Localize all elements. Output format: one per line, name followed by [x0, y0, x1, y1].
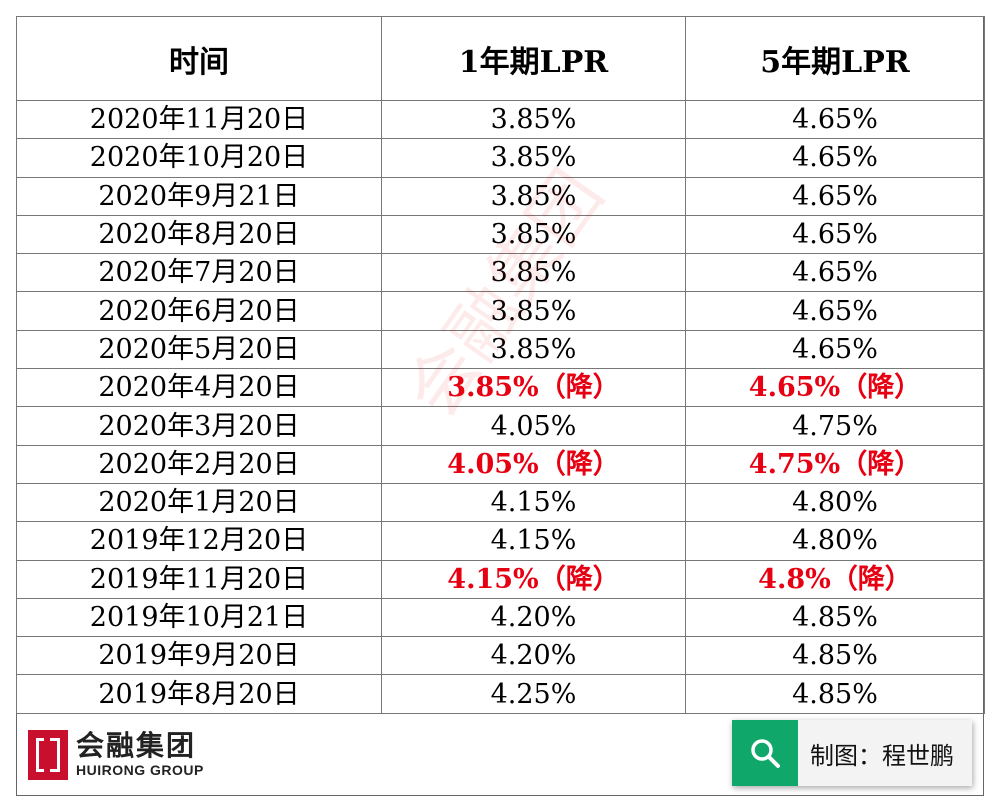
table-row: 2020年7月20日 3.85% 4.65% [16, 253, 985, 293]
cell-lpr-1y: 4.15%（降） [381, 559, 686, 599]
cell-lpr-5y: 4.65% [685, 253, 985, 293]
cell-lpr-5y: 4.80% [685, 521, 985, 561]
table-row: 2020年2月20日 4.05%（降） 4.75%（降） [16, 444, 985, 484]
cell-lpr-1y: 3.85% [381, 138, 686, 178]
cell-date: 2020年8月20日 [16, 214, 382, 255]
cell-date: 2020年9月21日 [16, 176, 382, 216]
search-icon [732, 720, 798, 786]
cell-date: 2020年5月20日 [16, 329, 382, 370]
table-row: 2019年9月20日 4.20% 4.85% [16, 636, 985, 676]
header-date: 时间 [16, 16, 382, 101]
table-row: 2020年5月20日 3.85% 4.65% [16, 329, 985, 370]
header-lpr-5y: 5年期LPR [685, 16, 985, 101]
cell-lpr-1y: 4.25% [381, 674, 686, 714]
table-row: 2019年11月20日 4.15%（降） 4.8%（降） [16, 559, 985, 599]
logo-name-en: HUIRONG GROUP [76, 762, 204, 778]
cell-lpr-1y: 3.85% [381, 329, 686, 370]
header-lpr-1y: 1年期LPR [381, 16, 686, 101]
cell-date: 2019年9月20日 [16, 636, 382, 676]
cell-lpr-1y: 3.85%（降） [381, 368, 686, 408]
cell-lpr-1y: 4.20% [381, 597, 686, 638]
cell-lpr-1y: 3.85% [381, 214, 686, 255]
cell-lpr-5y: 4.65% [685, 291, 985, 331]
credit-badge: 制图：程世鹏 [732, 720, 972, 786]
cell-lpr-5y: 4.80% [685, 482, 985, 523]
cell-date: 2020年10月20日 [16, 138, 382, 178]
credit-text: 制图：程世鹏 [810, 741, 954, 770]
cell-lpr-5y: 4.65% [685, 176, 985, 216]
lpr-table: 时间 1年期LPR 5年期LPR 2020年11月20日 3.85% 4.65% 20… [16, 16, 985, 714]
table-row: 2020年4月20日 3.85%（降） 4.65%（降） [16, 368, 985, 408]
cell-lpr-1y: 4.05%（降） [381, 444, 686, 484]
cell-date: 2019年12月20日 [16, 521, 382, 561]
cell-date: 2020年6月20日 [16, 291, 382, 331]
cell-lpr-1y: 3.85% [381, 99, 686, 140]
table-row: 2019年8月20日 4.25% 4.85% [16, 674, 985, 714]
cell-date: 2019年10月21日 [16, 597, 382, 638]
cell-lpr-5y: 4.85% [685, 597, 985, 638]
cell-lpr-5y: 4.65%（降） [685, 368, 985, 408]
cell-lpr-1y: 3.85% [381, 291, 686, 331]
cell-lpr-5y: 4.85% [685, 636, 985, 676]
cell-date: 2019年8月20日 [16, 674, 382, 714]
cell-lpr-5y: 4.8%（降） [685, 559, 985, 599]
cell-lpr-5y: 4.65% [685, 329, 985, 370]
cell-date: 2020年1月20日 [16, 482, 382, 523]
cell-date: 2020年7月20日 [16, 253, 382, 293]
cell-lpr-1y: 4.05% [381, 406, 686, 446]
cell-lpr-5y: 4.65% [685, 99, 985, 140]
table-row: 2020年10月20日 3.85% 4.65% [16, 138, 985, 178]
cell-lpr-1y: 4.20% [381, 636, 686, 676]
table-row: 2020年11月20日 3.85% 4.65% [16, 99, 985, 140]
cell-lpr-1y: 4.15% [381, 521, 686, 561]
cell-lpr-1y: 4.15% [381, 482, 686, 523]
cell-date: 2020年4月20日 [16, 368, 382, 408]
table-row: 2020年1月20日 4.15% 4.80% [16, 482, 985, 523]
cell-lpr-5y: 4.75% [685, 406, 985, 446]
cell-lpr-1y: 3.85% [381, 253, 686, 293]
logo-name-cn: 会融集团 [76, 729, 197, 762]
table-row: 2020年3月20日 4.05% 4.75% [16, 406, 985, 446]
cell-date: 2019年11月20日 [16, 559, 382, 599]
cell-lpr-1y: 3.85% [381, 176, 686, 216]
cell-lpr-5y: 4.65% [685, 214, 985, 255]
footer: 会融集团 HUIRONG GROUP 制图：程世鹏 [16, 716, 984, 796]
cell-date: 2020年2月20日 [16, 444, 382, 484]
table-row: 2020年9月21日 3.85% 4.65% [16, 176, 985, 216]
table-row: 2019年10月21日 4.20% 4.85% [16, 597, 985, 638]
cell-lpr-5y: 4.85% [685, 674, 985, 714]
cell-lpr-5y: 4.65% [685, 138, 985, 178]
cell-date: 2020年3月20日 [16, 406, 382, 446]
company-logo: 会融集团 HUIRONG GROUP [28, 730, 204, 780]
table-row: 2019年12月20日 4.15% 4.80% [16, 521, 985, 561]
cell-date: 2020年11月20日 [16, 99, 382, 140]
table-header-row: 时间 1年期LPR 5年期LPR [16, 16, 985, 101]
cell-lpr-5y: 4.75%（降） [685, 444, 985, 484]
table-row: 2020年6月20日 3.85% 4.65% [16, 291, 985, 331]
table-row: 2020年8月20日 3.85% 4.65% [16, 214, 985, 255]
logo-mark-icon [28, 730, 68, 780]
